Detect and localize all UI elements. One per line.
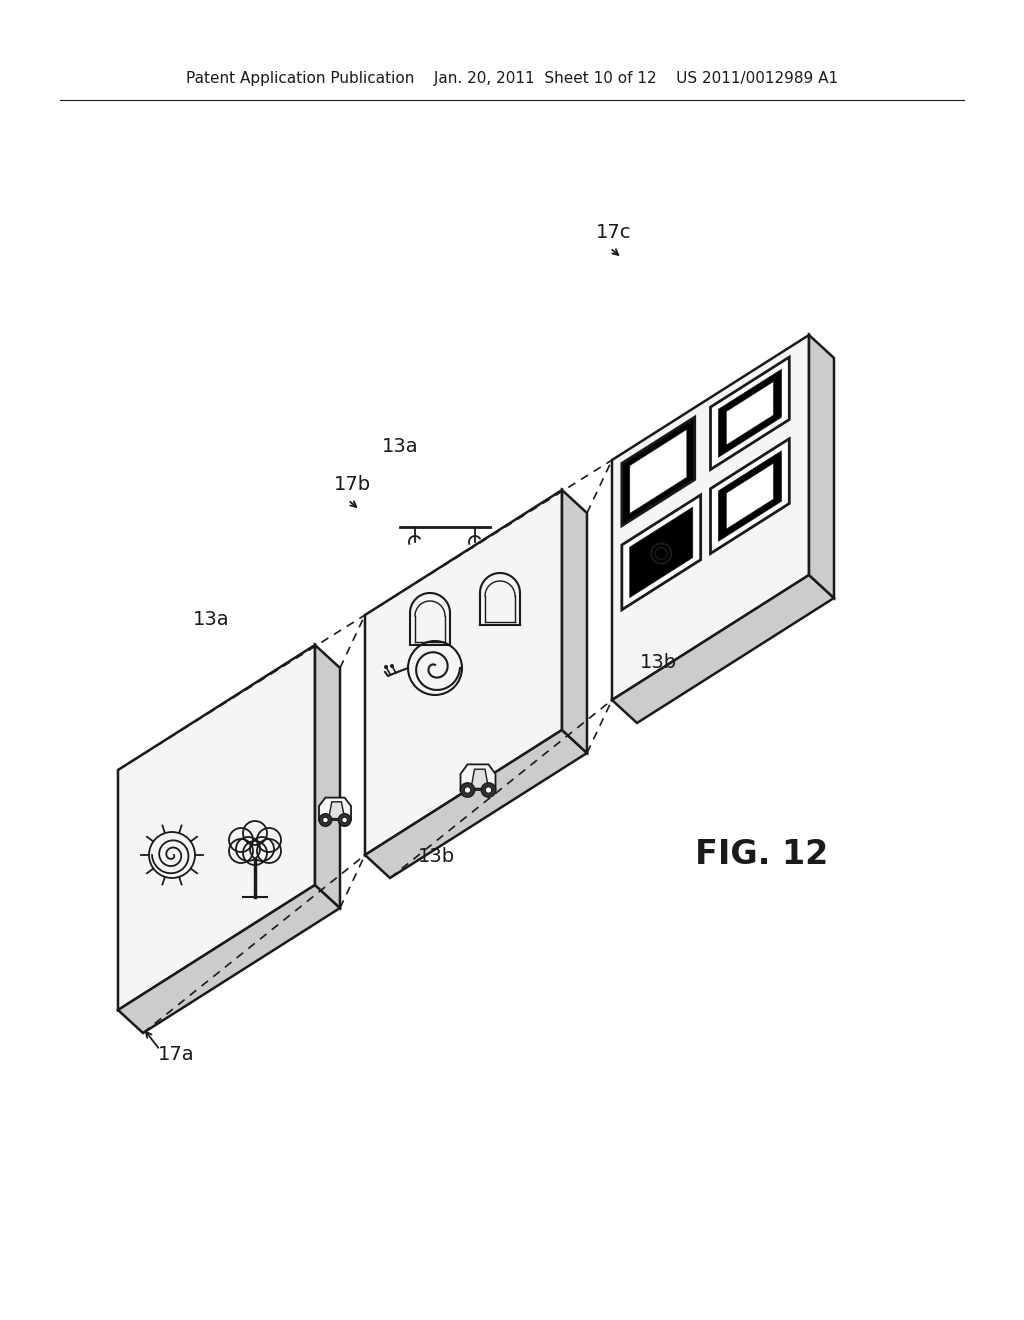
Circle shape [342, 817, 347, 822]
Text: 17a: 17a [158, 1045, 195, 1064]
Circle shape [234, 825, 275, 865]
Circle shape [481, 783, 496, 797]
Polygon shape [118, 645, 315, 1010]
Polygon shape [711, 358, 790, 470]
Polygon shape [319, 797, 351, 820]
Circle shape [319, 813, 332, 826]
Circle shape [485, 787, 492, 793]
Circle shape [390, 664, 394, 668]
Polygon shape [809, 335, 834, 598]
Polygon shape [365, 490, 562, 855]
Text: FIG. 12: FIG. 12 [695, 838, 828, 871]
Circle shape [384, 665, 388, 669]
Polygon shape [622, 417, 694, 525]
Polygon shape [719, 370, 781, 457]
Polygon shape [719, 451, 781, 541]
Polygon shape [118, 884, 340, 1034]
Polygon shape [365, 730, 587, 878]
Polygon shape [315, 645, 340, 908]
Polygon shape [471, 770, 488, 788]
Polygon shape [562, 490, 587, 752]
Polygon shape [329, 801, 345, 818]
Circle shape [464, 787, 471, 793]
Polygon shape [622, 495, 700, 610]
Polygon shape [630, 429, 687, 513]
Text: 13a: 13a [193, 610, 229, 630]
Polygon shape [726, 381, 773, 445]
Circle shape [323, 817, 329, 822]
Text: 17b: 17b [334, 475, 371, 494]
Polygon shape [461, 764, 496, 789]
Text: 17c: 17c [596, 223, 632, 242]
Circle shape [461, 783, 475, 797]
Polygon shape [612, 335, 809, 700]
Polygon shape [711, 438, 790, 553]
Polygon shape [726, 463, 773, 529]
Text: Patent Application Publication    Jan. 20, 2011  Sheet 10 of 12    US 2011/00129: Patent Application Publication Jan. 20, … [186, 70, 838, 86]
Polygon shape [630, 507, 693, 598]
Text: 13b: 13b [640, 653, 677, 672]
Text: 13a: 13a [382, 437, 419, 455]
Text: 13b: 13b [418, 847, 455, 866]
Polygon shape [612, 576, 834, 723]
Circle shape [338, 813, 351, 826]
